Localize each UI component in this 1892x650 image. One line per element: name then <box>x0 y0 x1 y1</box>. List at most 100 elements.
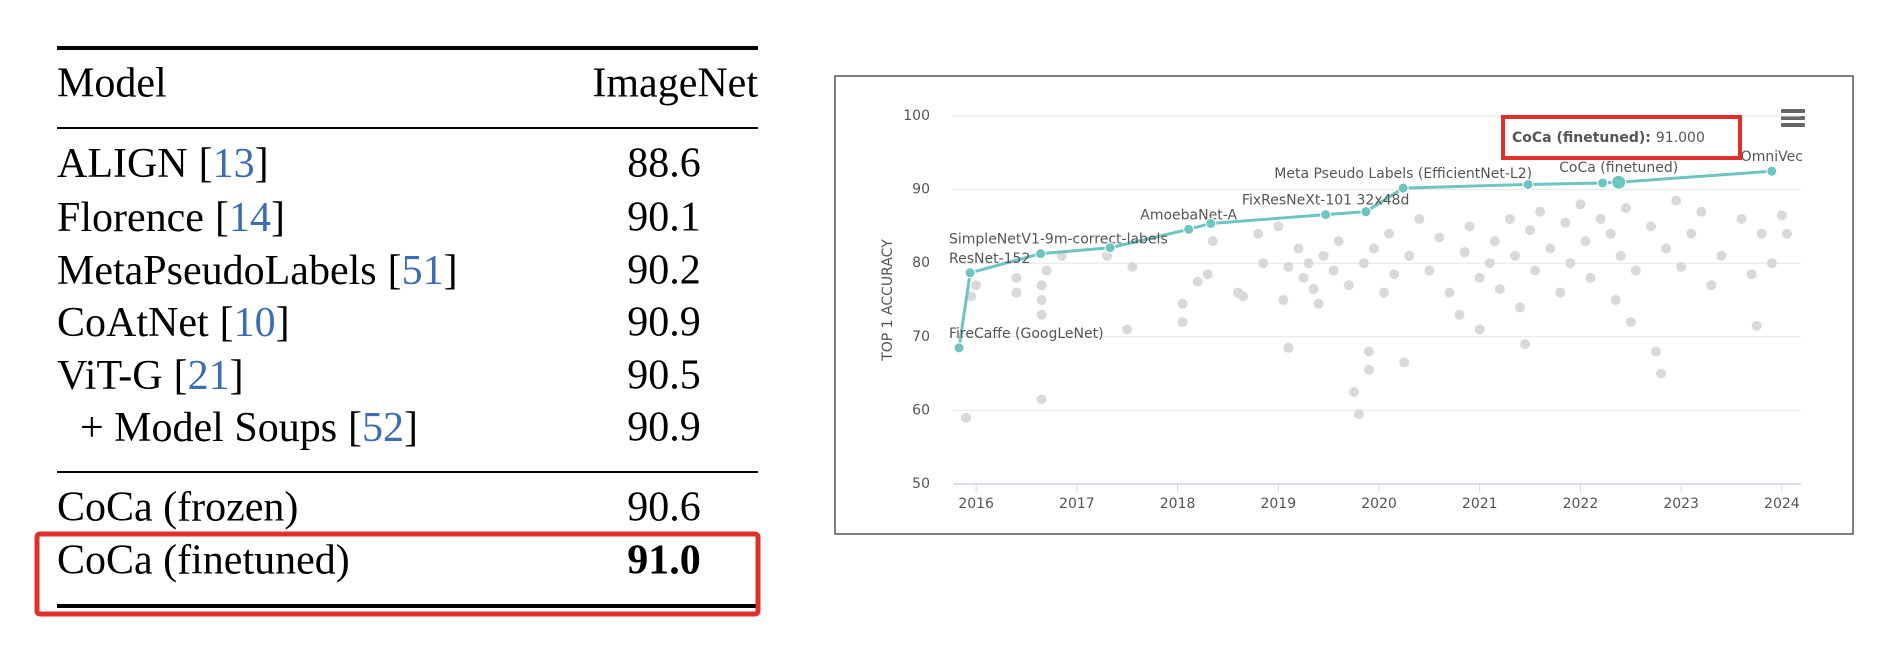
data-point <box>1293 243 1304 254</box>
data-point <box>1615 250 1626 261</box>
frontier-point <box>1035 248 1047 260</box>
data-point <box>1298 272 1309 283</box>
data-point <box>1343 280 1354 291</box>
y-axis-title: TOP 1 ACCURACY <box>880 239 896 362</box>
data-point <box>1459 247 1470 258</box>
model-name: CoAtNet <box>57 300 209 346</box>
data-point <box>1303 258 1314 269</box>
point-label: ResNet-152 <box>949 251 1030 267</box>
data-point <box>1474 324 1485 335</box>
data-point <box>1494 283 1505 294</box>
data-point <box>1781 228 1792 239</box>
data-point <box>1625 317 1636 328</box>
data-point <box>1746 269 1757 280</box>
data-point <box>1424 265 1435 276</box>
citation: [51] <box>388 248 458 294</box>
data-point <box>1363 346 1374 357</box>
data-point <box>1565 258 1576 269</box>
model-cell: ViT-G [21] <box>57 353 244 399</box>
score-cell: 90.5 <box>627 353 701 399</box>
data-point <box>966 291 977 302</box>
data-point <box>1671 195 1682 206</box>
data-point <box>1283 342 1294 353</box>
data-point <box>1353 409 1364 420</box>
x-tick-label: 2020 <box>1361 496 1397 512</box>
data-point <box>1358 258 1369 269</box>
data-point <box>1535 206 1546 217</box>
tooltip: CoCa (finetuned): 91.000 <box>1512 130 1705 146</box>
data-point <box>1348 387 1359 397</box>
frontier-point <box>1597 177 1609 189</box>
data-point <box>1328 265 1339 276</box>
tooltip-box <box>1501 115 1742 160</box>
data-point <box>1036 394 1047 405</box>
score-cell: 90.6 <box>627 485 701 531</box>
data-point <box>1656 368 1667 379</box>
data-point <box>1484 258 1495 269</box>
data-point <box>1011 287 1022 298</box>
data-point <box>1273 221 1284 232</box>
data-point <box>1414 214 1425 225</box>
model-name: ALIGN <box>57 141 188 187</box>
data-point <box>1238 291 1249 302</box>
data-point <box>1676 261 1687 272</box>
tooltip-label: CoCa (finetuned): <box>1512 130 1651 146</box>
menu-icon[interactable] <box>1781 109 1805 127</box>
data-point <box>1313 298 1324 309</box>
data-point <box>1177 317 1188 328</box>
data-point <box>1283 261 1294 272</box>
menu-bar <box>1781 109 1805 113</box>
data-point <box>1444 287 1455 298</box>
frontier-point <box>1205 217 1217 229</box>
data-point <box>1454 309 1465 320</box>
model-cell: + Model Soups [52] <box>80 405 418 451</box>
data-point <box>1751 320 1762 331</box>
model-name: Florence <box>57 195 204 241</box>
frontier-point <box>1397 182 1409 194</box>
score-cell: 90.1 <box>627 195 701 241</box>
data-point <box>1696 206 1707 217</box>
model-cell: CoCa (finetuned) <box>57 538 350 584</box>
data-point <box>1464 221 1475 232</box>
x-tick-label: 2017 <box>1059 496 1095 512</box>
data-point <box>1036 309 1047 320</box>
model-cell: ALIGN [13] <box>57 141 269 187</box>
data-point <box>1308 283 1319 294</box>
menu-bar <box>1781 123 1805 127</box>
data-point <box>1011 272 1022 283</box>
data-point <box>1258 258 1269 269</box>
data-point <box>1278 295 1289 305</box>
data-point <box>1207 236 1218 247</box>
data-point <box>1253 228 1264 239</box>
data-point <box>1776 210 1787 221</box>
data-point <box>1585 272 1596 283</box>
data-point <box>1756 228 1767 239</box>
data-point <box>1595 214 1606 225</box>
frontier-point <box>1522 178 1534 190</box>
model-name: MetaPseudoLabels <box>57 248 377 294</box>
data-point <box>1530 265 1541 276</box>
data-point <box>1515 302 1526 313</box>
data-point <box>1202 269 1213 280</box>
data-point <box>1127 261 1138 272</box>
citation: [52] <box>348 405 418 451</box>
data-point <box>1474 272 1485 283</box>
y-tick-label: 100 <box>903 108 930 124</box>
data-point <box>1102 250 1113 261</box>
citation: [10] <box>220 300 290 346</box>
frontier-point <box>1320 209 1332 221</box>
data-point <box>1333 236 1344 247</box>
score-cell: 88.6 <box>627 141 701 187</box>
point-label: FixResNeXt-101 32x48d <box>1242 193 1409 209</box>
data-point <box>1404 250 1415 261</box>
score-cell: 90.9 <box>627 300 701 346</box>
data-point <box>1379 287 1390 298</box>
frontier-point <box>1611 174 1627 190</box>
x-tick-label: 2021 <box>1462 496 1498 512</box>
model-cell: CoCa (frozen) <box>57 485 298 531</box>
y-tick-label: 70 <box>912 329 930 345</box>
point-label: Meta Pseudo Labels (EfficientNet-L2) <box>1274 166 1532 182</box>
x-tick-label: 2019 <box>1260 496 1296 512</box>
data-point <box>1192 276 1203 287</box>
frontier-point <box>1360 206 1372 218</box>
